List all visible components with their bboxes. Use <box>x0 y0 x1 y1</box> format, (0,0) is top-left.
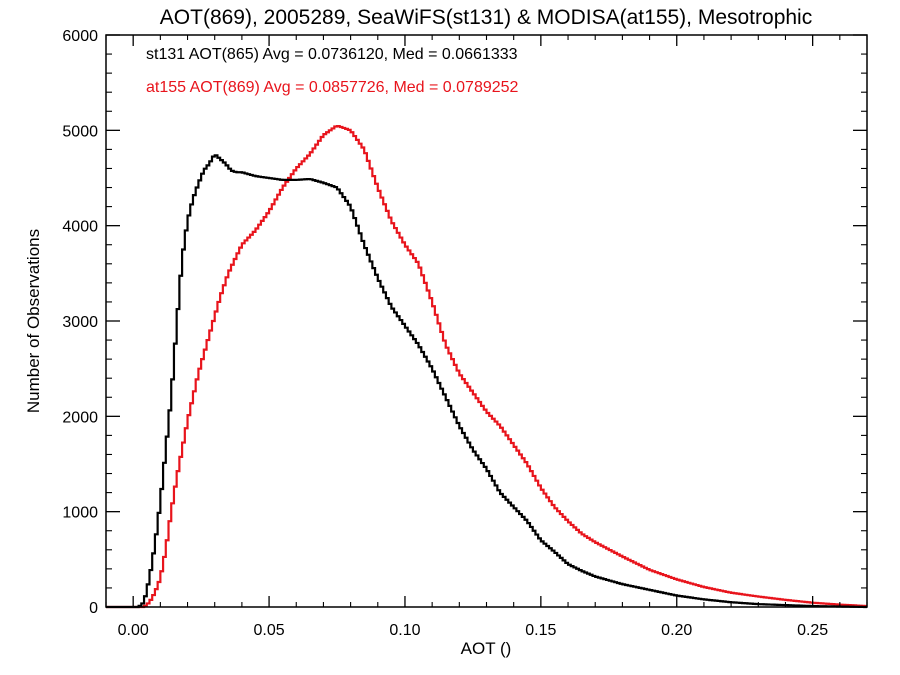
series-line-0 <box>106 154 867 609</box>
y-tick-label: 0 <box>89 600 98 617</box>
series-line-1 <box>106 124 867 609</box>
x-axis-label: AOT () <box>461 639 512 658</box>
annotation-at155: at155 AOT(869) Avg = 0.0857726, Med = 0.… <box>146 79 519 96</box>
y-tick-label: 6000 <box>62 28 98 45</box>
y-tick-label: 5000 <box>62 123 98 140</box>
y-tick-label: 2000 <box>62 409 98 426</box>
x-tick-label: 0.15 <box>525 622 556 639</box>
x-tick-label: 0.00 <box>118 622 149 639</box>
plot-frame <box>105 34 868 608</box>
chart-title: AOT(869), 2005289, SeaWiFS(st131) & MODI… <box>160 6 812 29</box>
x-tick-label: 0.20 <box>661 622 692 639</box>
y-tick-label: 3000 <box>62 314 98 331</box>
y-tick-label: 4000 <box>62 219 98 236</box>
y-tick-label: 1000 <box>62 505 98 522</box>
x-tick-label: 0.25 <box>797 622 828 639</box>
x-tick-label: 0.05 <box>254 622 285 639</box>
y-axis-label: Number of Observations <box>24 229 43 413</box>
x-tick-label: 0.10 <box>389 622 420 639</box>
annotation-st131: st131 AOT(865) Avg = 0.0736120, Med = 0.… <box>146 46 518 63</box>
